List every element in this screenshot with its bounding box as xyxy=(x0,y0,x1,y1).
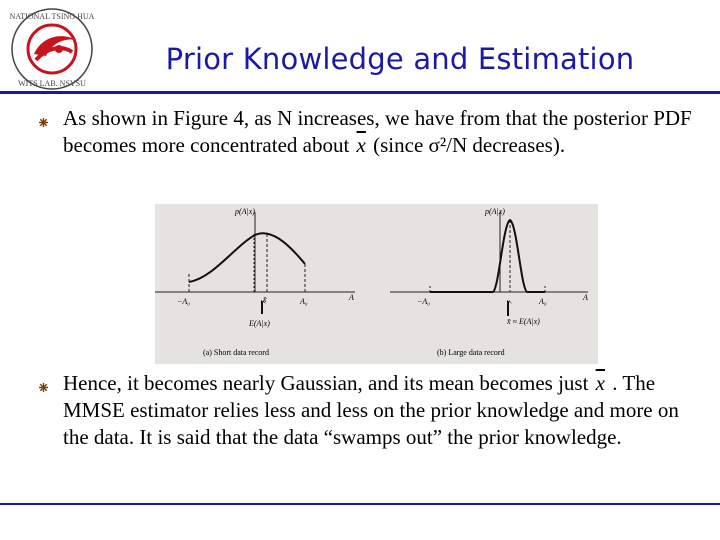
panel-b-ylabel: p(A|x) xyxy=(484,207,505,216)
panel-a-xbar-mark: x̄ xyxy=(262,295,267,304)
slide-title: Prior Knowledge and Estimation xyxy=(165,42,635,76)
panel-a: p(A|x) A −A₀ A₀ x̄ E(A|x) (a) Short data… xyxy=(155,207,355,357)
logo-text-top: NATIONAL TSING HUA xyxy=(10,12,95,21)
posterior-pdf-figure: p(A|x) A −A₀ A₀ x̄ E(A|x) (a) Short data… xyxy=(155,204,598,364)
bullet-2-text: Hence, it becomes nearly Gaussian, and i… xyxy=(63,371,589,395)
bullet-paragraph-2: Hence, it becomes nearly Gaussian, and i… xyxy=(63,370,703,451)
bullet-1-text-end: (since σ²/N decreases). xyxy=(373,133,566,157)
bullet-2-text-end: . The MMSE estimator relies less and les… xyxy=(63,371,679,449)
wits-lab-logo: NATIONAL TSING HUA WITS LAB. NSYSU xyxy=(6,6,98,92)
panel-b-tick-left: −A₀ xyxy=(417,297,430,306)
panel-a-tick-left: −A₀ xyxy=(177,297,190,306)
panel-a-xlabel: A xyxy=(348,293,354,302)
panel-a-caption: (a) Short data record xyxy=(203,348,269,357)
bullet-paragraph-1: As shown in Figure 4, as N increases, we… xyxy=(63,105,703,159)
panel-b-xlabel: A xyxy=(582,293,588,302)
panel-b-mean-label: x̄ ≈ E(A|x) xyxy=(506,317,540,326)
panel-a-tick-right: A₀ xyxy=(299,297,308,306)
panel-b-tick-right: A₀ xyxy=(538,297,547,306)
panel-b: p(A|x) A −A₀ A₀ x̄ ≈ E(A|x) (b) Large da… xyxy=(390,207,588,357)
xbar-symbol: x xyxy=(356,133,366,157)
panel-a-ylabel: p(A|x) xyxy=(234,207,255,216)
panel-b-caption: (b) Large data record xyxy=(437,348,505,357)
bullet-icon xyxy=(39,114,48,127)
panel-a-mean-label: E(A|x) xyxy=(248,319,270,328)
xbar-symbol: x xyxy=(595,371,605,395)
title-divider xyxy=(0,91,720,94)
bullet-1-text: As shown in Figure 4, as N increases, we… xyxy=(63,106,692,157)
bullet-icon xyxy=(39,379,48,392)
logo-text-bottom: WITS LAB. NSYSU xyxy=(18,79,86,88)
footer-divider xyxy=(0,503,720,505)
